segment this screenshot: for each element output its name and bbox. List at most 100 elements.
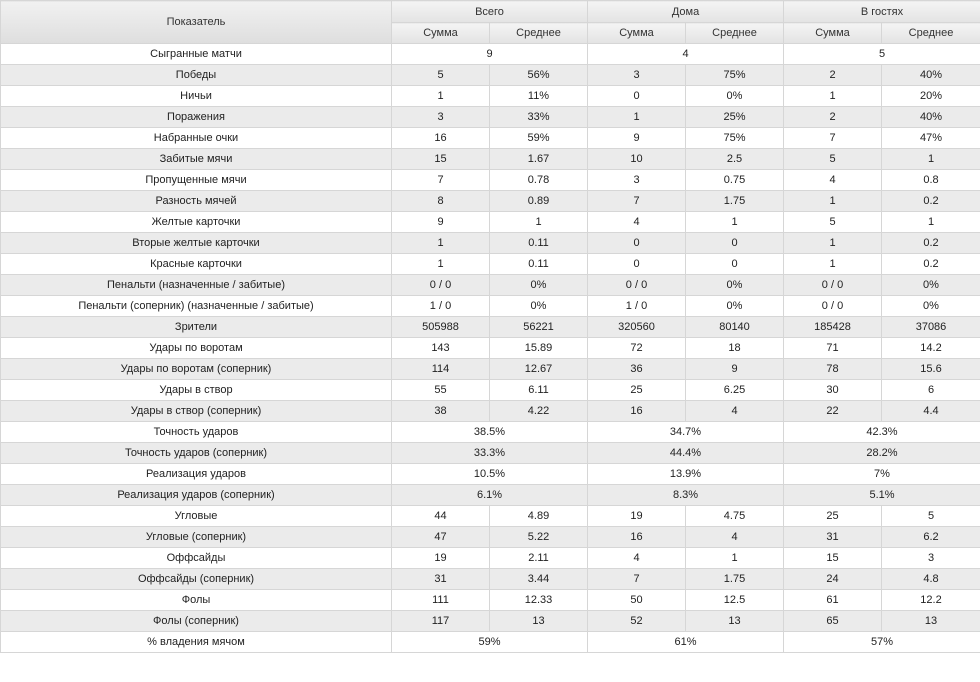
sum-cell: 15 bbox=[391, 148, 490, 170]
average-cell: 4.8 bbox=[881, 568, 980, 590]
sum-cell: 1 bbox=[783, 253, 882, 275]
table-row: Оффсайды 19 2.11 4 1 15 3 bbox=[0, 547, 980, 569]
sum-cell: 9 bbox=[391, 211, 490, 233]
average-cell: 11% bbox=[489, 85, 588, 107]
table-row: Точность ударов (соперник) 33.3% 44.4% 28.2… bbox=[0, 442, 980, 464]
average-cell: 12.2 bbox=[881, 589, 980, 611]
header-row-groups: Показатель Всего Дома В гостях bbox=[0, 0, 980, 44]
sum-cell: 7 bbox=[391, 169, 490, 191]
sum-cell: 16 bbox=[587, 526, 686, 548]
sum-cell: 52 bbox=[587, 610, 686, 632]
sum-cell: 19 bbox=[391, 547, 490, 569]
row-label: Победы bbox=[0, 64, 392, 86]
sum-cell: 36 bbox=[587, 358, 686, 380]
row-label: Зрители bbox=[0, 316, 392, 338]
row-label: Фолы (соперник) bbox=[0, 610, 392, 632]
row-label: Разность мячей bbox=[0, 190, 392, 212]
average-cell: 0.2 bbox=[881, 232, 980, 254]
subheader-average: Среднее bbox=[685, 22, 784, 44]
sum-cell: 5 bbox=[783, 148, 882, 170]
sum-cell: 2 bbox=[783, 106, 882, 128]
average-cell: 18 bbox=[685, 337, 784, 359]
sum-cell: 1 bbox=[391, 253, 490, 275]
merged-value-cell: 10.5% bbox=[391, 463, 588, 485]
sum-cell: 50 bbox=[587, 589, 686, 611]
merged-value-cell: 44.4% bbox=[587, 442, 784, 464]
row-label: Забитые мячи bbox=[0, 148, 392, 170]
sum-cell: 5 bbox=[783, 211, 882, 233]
table-row: Реализация ударов (соперник) 6.1% 8.3% 5.1% bbox=[0, 484, 980, 506]
average-cell: 6.11 bbox=[489, 379, 588, 401]
merged-value-cell: 59% bbox=[391, 631, 588, 653]
sum-cell: 114 bbox=[391, 358, 490, 380]
sum-cell: 71 bbox=[783, 337, 882, 359]
subheader-sum: Сумма bbox=[587, 22, 686, 44]
row-label: Угловые bbox=[0, 505, 392, 527]
sum-cell: 143 bbox=[391, 337, 490, 359]
average-cell: 1.75 bbox=[685, 568, 784, 590]
average-cell: 3 bbox=[881, 547, 980, 569]
table-row: Удары в створ (соперник) 38 4.22 16 4 22 4.4 bbox=[0, 400, 980, 422]
table-row: Фолы 111 12.33 50 12.5 61 12.2 bbox=[0, 589, 980, 611]
table-row: Желтые карточки 9 1 4 1 5 1 bbox=[0, 211, 980, 233]
merged-value-cell: 57% bbox=[783, 631, 980, 653]
average-cell: 59% bbox=[489, 127, 588, 149]
table-row: Поражения 3 33% 1 25% 2 40% bbox=[0, 106, 980, 128]
sum-cell: 1 bbox=[391, 232, 490, 254]
team-stats-table: Показатель Всего Дома В гостях Сумма Сре… bbox=[0, 0, 980, 653]
sum-cell: 55 bbox=[391, 379, 490, 401]
merged-value-cell: 61% bbox=[587, 631, 784, 653]
table-row: Сыгранные матчи 9 4 5 bbox=[0, 43, 980, 65]
average-cell: 0.78 bbox=[489, 169, 588, 191]
subheader-average: Среднее bbox=[489, 22, 588, 44]
sum-cell: 25 bbox=[587, 379, 686, 401]
merged-value-cell: 5 bbox=[783, 43, 980, 65]
table-row: Удары по воротам 143 15.89 72 18 71 14.2 bbox=[0, 337, 980, 359]
sum-cell: 16 bbox=[587, 400, 686, 422]
table-row: Реализация ударов 10.5% 13.9% 7% bbox=[0, 463, 980, 485]
average-cell: 0% bbox=[685, 85, 784, 107]
sum-cell: 19 bbox=[587, 505, 686, 527]
average-cell: 12.5 bbox=[685, 589, 784, 611]
average-cell: 0.8 bbox=[881, 169, 980, 191]
merged-value-cell: 5.1% bbox=[783, 484, 980, 506]
average-cell: 80140 bbox=[685, 316, 784, 338]
sum-cell: 72 bbox=[587, 337, 686, 359]
merged-value-cell: 34.7% bbox=[587, 421, 784, 443]
table-row: Фолы (соперник) 117 13 52 13 65 13 bbox=[0, 610, 980, 632]
average-cell: 0.89 bbox=[489, 190, 588, 212]
sum-cell: 1 bbox=[783, 232, 882, 254]
sum-cell: 38 bbox=[391, 400, 490, 422]
subheader-sum: Сумма bbox=[391, 22, 490, 44]
average-cell: 4.4 bbox=[881, 400, 980, 422]
row-label: Угловые (соперник) bbox=[0, 526, 392, 548]
average-cell: 0% bbox=[685, 274, 784, 296]
sum-cell: 1 bbox=[783, 85, 882, 107]
merged-value-cell: 33.3% bbox=[391, 442, 588, 464]
row-label: Удары по воротам bbox=[0, 337, 392, 359]
row-label: Пенальти (назначенные / забитые) bbox=[0, 274, 392, 296]
sum-cell: 4 bbox=[783, 169, 882, 191]
row-label: Фолы bbox=[0, 589, 392, 611]
average-cell: 1 bbox=[489, 211, 588, 233]
sum-cell: 9 bbox=[587, 127, 686, 149]
table-row: Удары в створ 55 6.11 25 6.25 30 6 bbox=[0, 379, 980, 401]
average-cell: 6.2 bbox=[881, 526, 980, 548]
average-cell: 0 bbox=[685, 232, 784, 254]
average-cell: 33% bbox=[489, 106, 588, 128]
sum-cell: 1 / 0 bbox=[391, 295, 490, 317]
sum-cell: 5 bbox=[391, 64, 490, 86]
average-cell: 20% bbox=[881, 85, 980, 107]
average-cell: 13 bbox=[685, 610, 784, 632]
row-label: Оффсайды bbox=[0, 547, 392, 569]
row-label: Оффсайды (соперник) bbox=[0, 568, 392, 590]
sum-cell: 31 bbox=[391, 568, 490, 590]
average-cell: 37086 bbox=[881, 316, 980, 338]
sum-cell: 0 bbox=[587, 85, 686, 107]
average-cell: 15.6 bbox=[881, 358, 980, 380]
row-label: Желтые карточки bbox=[0, 211, 392, 233]
average-cell: 1 bbox=[881, 211, 980, 233]
table-row: Победы 5 56% 3 75% 2 40% bbox=[0, 64, 980, 86]
table-header: Показатель Всего Дома В гостях Сумма Сре… bbox=[0, 0, 980, 44]
table-row: Забитые мячи 15 1.67 10 2.5 5 1 bbox=[0, 148, 980, 170]
